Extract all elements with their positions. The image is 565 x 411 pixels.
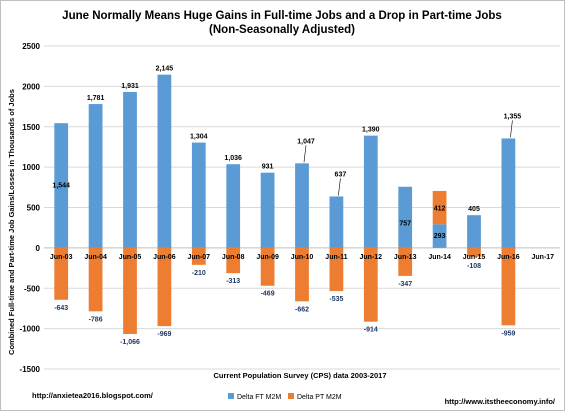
legend-swatch-pt	[288, 393, 294, 399]
chart-title: June Normally Means Huge Gains in Full-t…	[62, 10, 502, 22]
data-label-ft: 1,047	[297, 138, 315, 145]
bar-ft	[54, 123, 69, 248]
x-axis-label: Current Population Survey (CPS) data 200…	[214, 371, 387, 380]
data-label-ft: 757	[399, 220, 411, 227]
y-tick-label: -1500	[20, 365, 41, 374]
bar-ft	[123, 91, 137, 248]
data-label-pt: -786	[89, 316, 103, 323]
x-tick-label: Jun-10	[291, 254, 314, 261]
bar-pt	[123, 247, 137, 334]
bar-ft	[467, 215, 481, 248]
data-labels: 1,544 -643 1,781 -786 1,931 -1,066 2,145 -969 1,…	[52, 66, 521, 346]
y-tick-label: 2500	[22, 42, 40, 51]
bar-ft	[501, 138, 516, 248]
data-label-pt: -108	[467, 263, 481, 270]
bar-pt	[398, 247, 413, 276]
bar-ft	[398, 186, 413, 248]
bar-pt	[157, 247, 172, 327]
footer-left-url: http://anxietea2016.blogspot.com/	[32, 391, 154, 400]
legend-swatch-ft	[228, 393, 234, 399]
data-label-ft: 1,544	[52, 183, 70, 190]
bar-pt	[260, 247, 275, 286]
label-leader-line	[338, 178, 341, 196]
data-label-ft: 293	[434, 233, 446, 240]
data-label-ft: 1,931	[121, 83, 139, 90]
x-tick-label: Jun-03	[50, 254, 73, 261]
data-label-pt: -662	[295, 306, 309, 313]
data-label-ft: 1,304	[190, 134, 208, 141]
data-label-ft: 1,036	[224, 155, 242, 162]
data-label-pt: -643	[54, 305, 68, 312]
y-tick-label: -1000	[20, 325, 41, 334]
y-tick-label: 1000	[22, 163, 40, 172]
bar-pt	[501, 247, 516, 326]
data-label-ft: 1,390	[362, 127, 380, 134]
data-label-pt: -313	[226, 278, 240, 285]
x-tick-label: Jun-08	[222, 254, 245, 261]
x-tick-label: Jun-12	[360, 254, 383, 261]
bar-pt	[363, 247, 378, 322]
bar-pt	[54, 247, 69, 300]
axis-ticks: 2500 2000 1500 1000 500 0 -500 -1000 -1500 Jun-03…	[20, 42, 555, 374]
bar-pt	[295, 247, 309, 302]
bar-pt	[191, 247, 206, 265]
y-tick-label: 500	[27, 204, 41, 213]
data-label-pt: -535	[329, 296, 343, 303]
data-label-ft: 1,781	[87, 95, 105, 102]
bar-ft	[260, 172, 275, 248]
x-tick-label: Jun-14	[428, 254, 451, 261]
data-label-ft: 931	[262, 164, 274, 171]
y-tick-label: 1500	[22, 123, 40, 132]
bar-ft	[363, 135, 378, 248]
data-label-pt: -210	[192, 270, 206, 277]
y-tick-label: 2000	[22, 82, 40, 91]
bar-pt	[467, 247, 481, 257]
x-tick-label: Jun-17	[532, 254, 555, 261]
data-label-ft: 2,145	[156, 66, 174, 73]
bar-ft	[295, 163, 309, 248]
bar-ft	[329, 196, 344, 248]
y-tick-label: 0	[36, 244, 41, 253]
chart-subtitle: (Non-Seasonally Adjusted)	[209, 24, 355, 36]
label-leader-line	[510, 120, 513, 138]
data-label-pt: -347	[398, 281, 412, 288]
bar-ft	[88, 104, 103, 248]
y-axis-label: Combined Full-time and Part-time Job Gai…	[7, 89, 16, 355]
x-tick-label: Jun-09	[256, 254, 279, 261]
bar-pt	[88, 247, 103, 312]
data-label-pt: -914	[364, 327, 378, 334]
bar-pt	[226, 247, 241, 274]
x-tick-label: Jun-15	[463, 254, 486, 261]
data-label-ft: 1,355	[504, 113, 522, 120]
data-label-pt: -959	[501, 330, 515, 337]
bar-ft	[157, 74, 172, 248]
bar-ft	[432, 224, 447, 248]
x-tick-label: Jun-05	[119, 254, 142, 261]
data-label-pt: -969	[157, 331, 171, 338]
x-tick-label: Jun-16	[497, 254, 520, 261]
legend: Delta FT M2M Delta PT M2M	[228, 393, 342, 401]
x-tick-label: Jun-06	[153, 254, 176, 261]
data-label-pt: -469	[261, 291, 275, 298]
y-tick-label: -500	[24, 284, 41, 293]
data-label-ft: 637	[335, 171, 347, 178]
x-tick-label: Jun-13	[394, 254, 417, 261]
data-label-pt: -1,066	[120, 339, 140, 346]
bar-pt	[432, 190, 447, 225]
bars	[54, 74, 516, 334]
footer-right-url: http://www.itstheeconomy.info/	[445, 397, 556, 406]
x-tick-label: Jun-04	[84, 254, 107, 261]
bar-ft	[226, 164, 241, 248]
data-label-ft: 405	[468, 206, 480, 213]
bar-pt	[329, 247, 344, 292]
label-leader-line	[303, 145, 307, 163]
x-tick-label: Jun-11	[325, 254, 347, 261]
legend-label-pt: Delta PT M2M	[297, 394, 342, 401]
legend-label-ft: Delta FT M2M	[237, 394, 281, 401]
data-label-pt: 412	[434, 206, 446, 213]
bar-ft	[191, 142, 206, 248]
x-tick-label: Jun-07	[188, 254, 211, 261]
